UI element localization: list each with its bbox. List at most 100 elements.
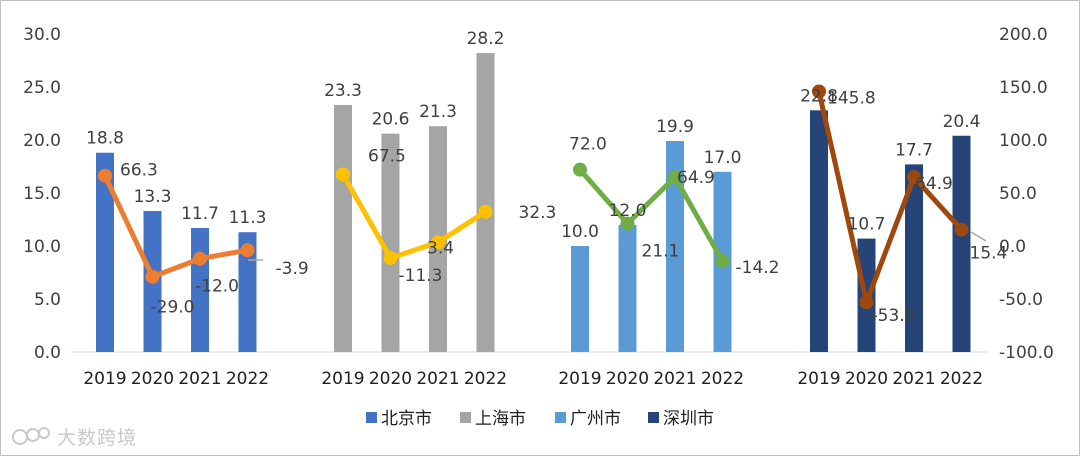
legend-swatch: [460, 412, 471, 423]
line-data-label: -14.2: [736, 258, 780, 278]
bar-data-label: 28.2: [467, 29, 505, 49]
x-category-label: 2020: [369, 369, 412, 389]
series-line: [340, 171, 488, 261]
bar-data-label: 13.3: [134, 187, 172, 207]
series-line: [102, 173, 250, 280]
x-category-label: 2020: [845, 369, 888, 389]
left-axis-tick-label: 10.0: [23, 237, 61, 257]
left-axis-tick-label: 20.0: [23, 131, 61, 151]
line-point: [812, 84, 826, 99]
line-point: [193, 251, 207, 266]
x-category-label: 2019: [797, 369, 840, 389]
line-point: [145, 269, 160, 284]
bar-data-label: 12.0: [609, 201, 647, 221]
legend-swatch: [366, 412, 377, 423]
bar: [905, 164, 923, 352]
x-category-label: 2019: [83, 369, 126, 389]
bar-data-label: 18.8: [86, 129, 124, 149]
bar-data-label: 22.8: [800, 86, 838, 106]
line-data-label: 145.8: [827, 88, 876, 108]
bar: [238, 232, 257, 352]
right-axis-tick-label: 150.0: [999, 78, 1048, 98]
line-point: [668, 170, 682, 185]
line-point: [336, 167, 350, 182]
right-axis-tick-label: 50.0: [999, 184, 1037, 204]
series-line: [577, 167, 725, 264]
line-point: [98, 168, 112, 183]
line-data-label: 64.9: [677, 168, 715, 188]
bar: [96, 152, 114, 352]
bar-data-label: 19.9: [656, 117, 694, 137]
bar-data-label: 11.3: [229, 208, 267, 228]
x-category-label: 2020: [606, 369, 649, 389]
x-category-label: 2021: [178, 369, 221, 389]
x-category-label: 2020: [131, 369, 174, 389]
x-category-label: 2022: [226, 369, 269, 389]
right-axis-tick-label: 0.0: [999, 237, 1026, 257]
line-data-label: -3.9: [276, 259, 309, 279]
bar-data-label: 20.6: [372, 110, 410, 130]
x-category-label: 2021: [892, 369, 935, 389]
bar: [618, 224, 637, 352]
line-data-label: -29.0: [151, 298, 195, 318]
watermark: 大数跨境: [11, 423, 137, 450]
right-axis-tick-label: -50.0: [999, 290, 1043, 310]
bar-data-label: 20.4: [943, 112, 981, 132]
x-category-label: 2019: [558, 369, 601, 389]
right-axis-tick-label: -100.0: [999, 343, 1054, 363]
line-point: [715, 254, 730, 269]
line-data-label: 72.0: [569, 135, 607, 155]
line-data-label: 15.4: [970, 244, 1008, 264]
bar-data-label: 17.7: [895, 140, 933, 160]
bar: [571, 246, 589, 352]
line-data-label: 67.5: [368, 146, 406, 166]
left-axis-tick-label: 0.0: [34, 343, 61, 363]
line-data-label: -53.0: [872, 306, 916, 326]
watermark-logo-icon: [12, 426, 50, 445]
x-category-label: 2022: [464, 369, 507, 389]
line-data-label: 3.4: [427, 238, 454, 258]
line-point: [573, 162, 587, 177]
left-axis-tick-label: 30.0: [23, 25, 61, 45]
series-line: [816, 88, 964, 305]
legend-swatch: [648, 412, 659, 423]
bar: [952, 135, 971, 352]
bar-data-label: 11.7: [181, 204, 219, 224]
bar: [334, 105, 352, 353]
bar: [476, 53, 495, 352]
bar: [810, 110, 828, 352]
bar-data-label: 21.3: [419, 102, 457, 122]
line-point: [431, 235, 445, 250]
line-data-label: 66.3: [120, 161, 158, 181]
x-category-label: 2021: [653, 369, 696, 389]
line-data-label: 64.9: [915, 174, 953, 194]
line-data-label: -11.3: [399, 266, 443, 286]
bar: [666, 141, 684, 352]
legend-label: 深圳市: [663, 409, 714, 429]
bar-data-label: 23.3: [324, 81, 362, 101]
x-category-label: 2022: [940, 369, 983, 389]
bar-data-label: 10.0: [561, 222, 599, 242]
left-axis-tick-label: 25.0: [23, 78, 61, 98]
x-category-label: 2021: [416, 369, 459, 389]
line-point: [620, 216, 635, 231]
right-axis-tick-label: 200.0: [999, 25, 1048, 45]
legend-label: 上海市: [475, 409, 526, 429]
watermark-text: 大数跨境: [57, 427, 138, 449]
line-data-label: 21.1: [642, 242, 680, 262]
legend-label: 广州市: [570, 409, 621, 429]
leader-line: [970, 231, 987, 242]
line-data-label: 32.3: [519, 203, 557, 223]
line-point: [859, 295, 874, 310]
bar-data-label: 17.0: [704, 148, 742, 168]
line-point: [240, 243, 255, 258]
legend-swatch: [555, 412, 566, 423]
legend-label: 北京市: [381, 409, 432, 429]
bar-data-label: 10.7: [848, 215, 886, 235]
line-data-label: -12.0: [195, 277, 239, 297]
line-point: [907, 170, 921, 185]
line-point: [478, 204, 493, 219]
line-point: [954, 222, 969, 237]
x-category-label: 2019: [321, 369, 364, 389]
